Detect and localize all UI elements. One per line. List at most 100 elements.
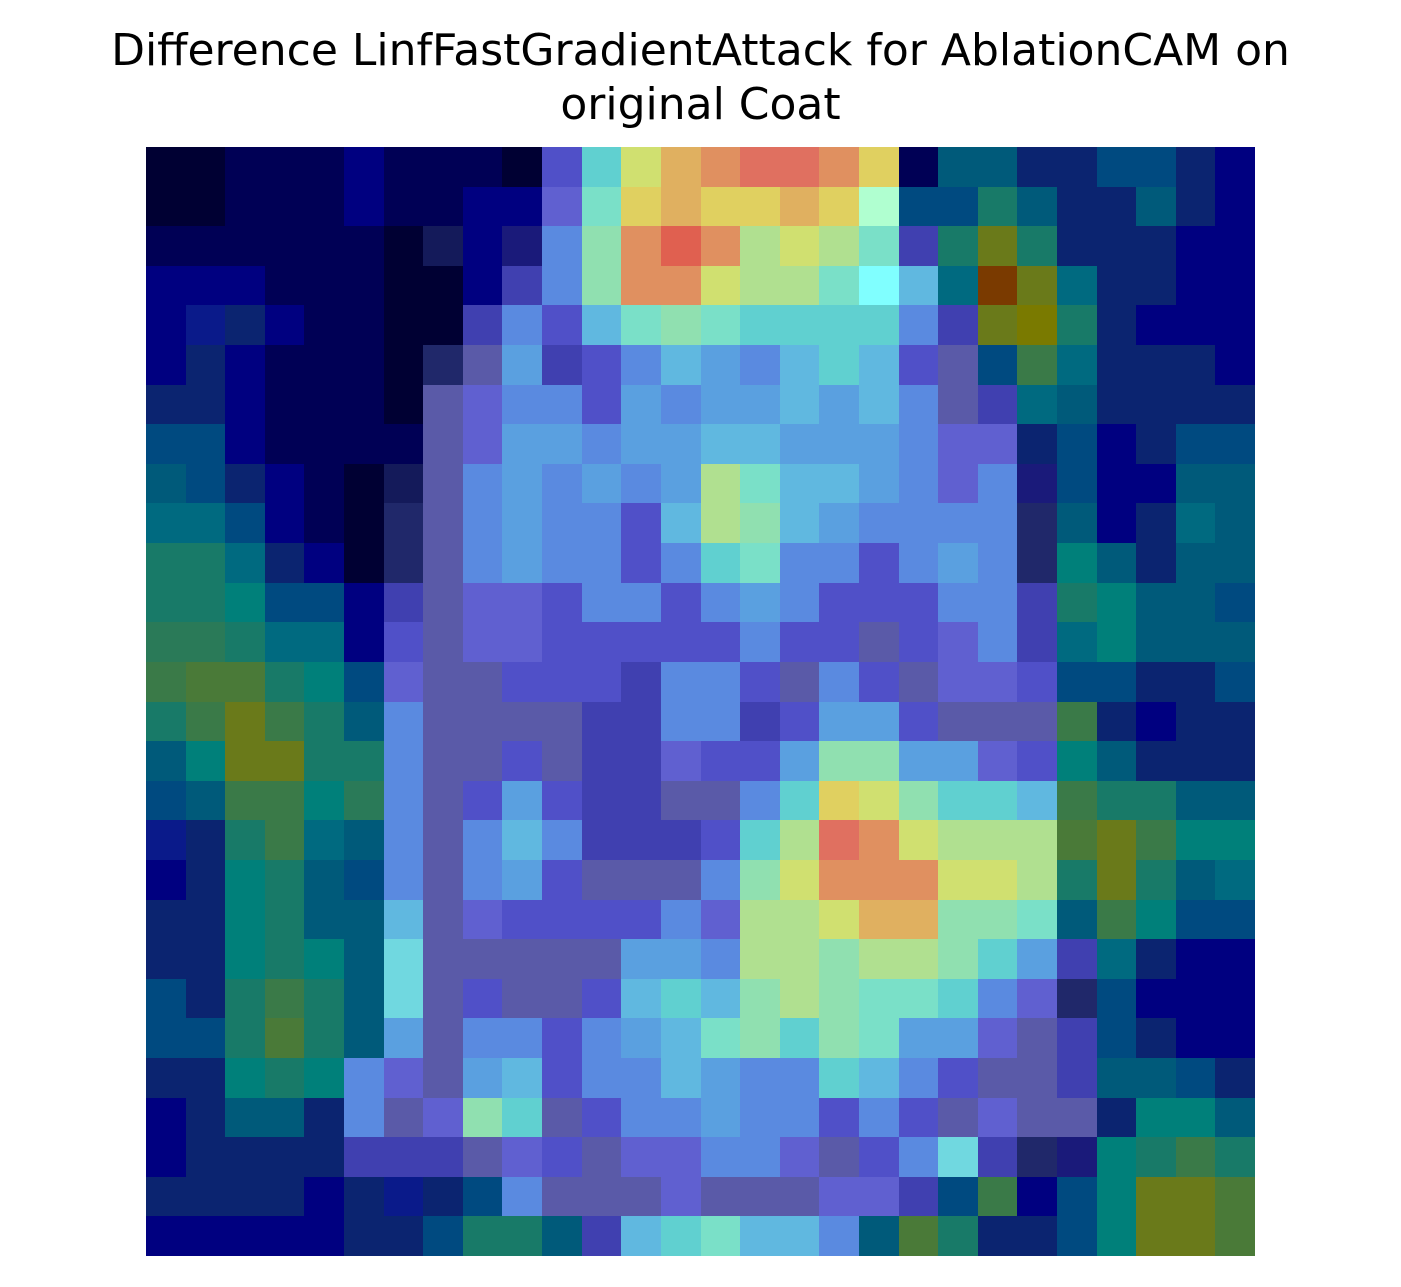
heatmap-cell <box>898 978 939 1019</box>
heatmap-cell <box>1136 1176 1176 1217</box>
heatmap-cell <box>1215 701 1255 742</box>
heatmap-cell <box>621 503 661 544</box>
heatmap-cell <box>779 305 820 346</box>
heatmap-cell <box>977 899 1018 940</box>
heatmap-cell <box>977 701 1018 742</box>
heatmap-cell <box>1175 1137 1216 1177</box>
heatmap-cell <box>146 899 186 940</box>
heatmap-cell <box>542 661 582 702</box>
heatmap-cell <box>462 741 503 781</box>
heatmap-cell <box>344 859 384 900</box>
heatmap-cell <box>898 899 939 940</box>
heatmap-cell <box>1017 780 1057 821</box>
heatmap-cell <box>264 939 305 979</box>
heatmap-cell <box>977 1018 1018 1058</box>
heatmap-cell <box>1215 543 1255 583</box>
heatmap-cell <box>344 226 384 266</box>
heatmap-cell <box>779 741 820 781</box>
heatmap-cell <box>977 424 1018 464</box>
heatmap-cell <box>621 147 661 187</box>
heatmap-cell <box>1215 899 1255 940</box>
heatmap-cell <box>700 741 741 781</box>
heatmap-cell <box>462 939 503 979</box>
heatmap-cell <box>621 1097 661 1138</box>
heatmap-cell <box>225 384 265 425</box>
heatmap-cell <box>740 424 780 464</box>
heatmap-cell <box>1175 1216 1216 1256</box>
heatmap-cell <box>1136 424 1176 464</box>
heatmap-cell <box>1136 463 1176 504</box>
heatmap-cell <box>502 384 543 425</box>
heatmap-cell <box>502 1018 543 1058</box>
heatmap-cell <box>621 661 661 702</box>
heatmap-cell <box>819 265 859 306</box>
heatmap-cell <box>185 661 226 702</box>
heatmap-cell <box>581 661 622 702</box>
heatmap-cell <box>621 1137 661 1177</box>
heatmap-cell <box>977 1137 1018 1177</box>
heatmap-cell <box>185 820 226 860</box>
heatmap-cell <box>977 226 1018 266</box>
heatmap-cell <box>621 859 661 900</box>
heatmap-cell <box>146 622 186 662</box>
heatmap-cell <box>581 701 622 742</box>
heatmap-cell <box>1056 1097 1097 1138</box>
heatmap-cell <box>779 503 820 544</box>
heatmap-cell <box>938 582 978 623</box>
heatmap-cell <box>383 1137 424 1177</box>
heatmap-cell <box>225 186 265 227</box>
heatmap-cell <box>1017 424 1057 464</box>
heatmap-cell <box>423 622 463 662</box>
heatmap-cell <box>858 1097 899 1138</box>
heatmap-cell <box>858 463 899 504</box>
heatmap-cell <box>660 1057 701 1098</box>
heatmap-cell <box>819 463 859 504</box>
heatmap-cell <box>1017 582 1057 623</box>
heatmap-cell <box>344 345 384 385</box>
heatmap-cell <box>462 226 503 266</box>
heatmap-cell <box>779 978 820 1019</box>
heatmap-cell <box>660 265 701 306</box>
heatmap-cell <box>185 265 226 306</box>
heatmap-cell <box>146 1018 186 1058</box>
heatmap-cell <box>225 1097 265 1138</box>
heatmap-cell <box>700 1137 741 1177</box>
heatmap-cell <box>977 305 1018 346</box>
heatmap-cell <box>700 701 741 742</box>
heatmap-cell <box>146 384 186 425</box>
heatmap-cell <box>542 463 582 504</box>
heatmap-cell <box>1017 265 1057 306</box>
heatmap-cell <box>304 859 345 900</box>
heatmap-cell <box>700 503 741 544</box>
heatmap-cell <box>1096 978 1137 1019</box>
heatmap-cell <box>581 147 622 187</box>
heatmap-cell <box>146 820 186 860</box>
heatmap-cell <box>383 463 424 504</box>
heatmap-cell <box>542 1018 582 1058</box>
heatmap-cell <box>819 1057 859 1098</box>
heatmap-cell <box>423 503 463 544</box>
heatmap-cell <box>700 463 741 504</box>
heatmap-cell <box>1056 186 1097 227</box>
heatmap-cell <box>225 345 265 385</box>
heatmap-cell <box>1096 226 1137 266</box>
heatmap-cell <box>1175 345 1216 385</box>
heatmap-cell <box>423 543 463 583</box>
heatmap-cell <box>423 265 463 306</box>
heatmap-cell <box>185 543 226 583</box>
heatmap-cell <box>1215 384 1255 425</box>
heatmap-cell <box>1017 1176 1057 1217</box>
heatmap-cell <box>621 701 661 742</box>
heatmap-cell <box>819 503 859 544</box>
heatmap-cell <box>1136 1097 1176 1138</box>
heatmap-cell <box>938 1057 978 1098</box>
heatmap-cell <box>581 780 622 821</box>
heatmap-cell <box>858 1018 899 1058</box>
heatmap-cell <box>779 820 820 860</box>
heatmap-cell <box>264 345 305 385</box>
heatmap-cell <box>898 820 939 860</box>
heatmap-cell <box>700 780 741 821</box>
heatmap-cell <box>1215 582 1255 623</box>
heatmap-cell <box>225 582 265 623</box>
heatmap-cell <box>146 1216 186 1256</box>
